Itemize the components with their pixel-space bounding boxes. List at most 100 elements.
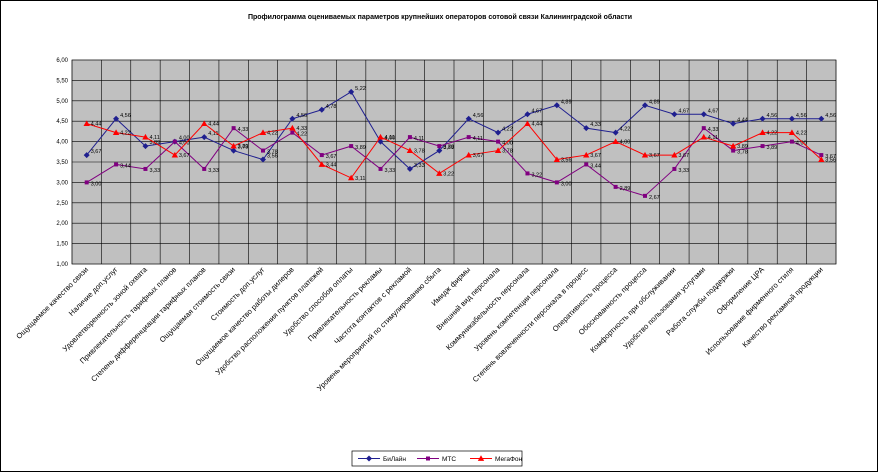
data-label: 4,00 — [620, 140, 631, 146]
data-point — [114, 162, 119, 167]
data-label: 3,67 — [91, 149, 102, 155]
y-tick-label: 3,50 — [56, 160, 68, 166]
data-point — [201, 134, 208, 141]
data-point — [554, 180, 559, 185]
data-label: 4,11 — [414, 136, 424, 142]
y-tick-label: 2,00 — [56, 221, 68, 227]
data-point — [318, 106, 325, 113]
y-tick-label: 4,50 — [56, 119, 68, 125]
data-point — [525, 171, 530, 176]
data-point — [613, 184, 618, 189]
data-point — [700, 133, 707, 140]
data-label: 4,00 — [179, 136, 190, 142]
data-label: 2,89 — [620, 186, 631, 192]
data-point — [201, 120, 208, 127]
data-point — [759, 115, 766, 122]
legend-label: МегаФон — [495, 456, 523, 463]
data-point — [290, 130, 295, 135]
data-point — [553, 102, 560, 109]
y-tick-label: 6,00 — [56, 58, 68, 64]
legend-label: МТС — [442, 456, 456, 463]
data-label: 3,67 — [825, 154, 836, 160]
y-tick-label: 1,00 — [56, 262, 68, 268]
data-label: 3,67 — [590, 153, 601, 159]
series-3: 4,444,224,113,674,443,894,224,333,443,11… — [83, 120, 836, 182]
data-point — [437, 144, 442, 149]
data-label: 4,11 — [473, 136, 483, 142]
series-2: 3,00 3,44 3,33 4,00 3,33 4,33 3,78 4,22 3,67 3,89… — [84, 126, 836, 201]
series-line — [86, 91, 822, 170]
data-point — [289, 115, 296, 122]
data-point — [788, 115, 795, 122]
data-label: 4,33 — [590, 122, 601, 128]
x-tick-label: Удобство расположения пунктов платежей — [214, 265, 326, 377]
data-label: 4,44 — [737, 118, 748, 124]
data-label: 4,56 — [825, 113, 836, 119]
data-point — [789, 139, 794, 144]
data-point — [466, 135, 471, 140]
data-label: 4,22 — [502, 127, 513, 133]
legend-marker — [426, 456, 430, 461]
data-label: 4,67 — [678, 108, 689, 114]
data-label: 3,00 — [91, 181, 102, 187]
data-label: 4,33 — [238, 127, 249, 133]
data-label: 4,11 — [385, 135, 395, 141]
data-point — [377, 138, 384, 145]
legend-label: БиЛайн — [383, 455, 406, 463]
y-tick-label: 5,50 — [56, 78, 68, 84]
data-label: 4,67 — [708, 108, 719, 114]
data-label: 4,56 — [796, 113, 807, 119]
data-point — [729, 142, 737, 149]
data-point — [583, 125, 590, 132]
data-label: 4,00 — [179, 141, 190, 147]
data-label: 4,33 — [296, 126, 307, 132]
data-label: 4,89 — [561, 99, 572, 105]
data-point — [553, 156, 561, 162]
data-point — [83, 152, 90, 159]
legend-marker — [366, 455, 372, 462]
data-label: 4,78 — [326, 104, 337, 110]
data-label: 4,00 — [796, 141, 807, 147]
data-label: 3,67 — [678, 153, 689, 159]
data-label: 3,89 — [355, 145, 366, 151]
data-point — [171, 151, 179, 158]
data-point — [495, 129, 502, 136]
data-label: 3,33 — [208, 168, 219, 174]
data-point — [672, 166, 677, 171]
data-point — [113, 115, 120, 122]
data-point — [230, 142, 237, 149]
data-label: 3,33 — [149, 168, 160, 174]
data-point — [583, 151, 590, 158]
data-label: 3,67 — [179, 153, 190, 159]
data-point — [347, 174, 355, 181]
data-point — [84, 180, 89, 185]
data-label: 3,11 — [355, 176, 365, 182]
data-label: 3,78 — [502, 149, 513, 155]
data-point — [143, 166, 148, 171]
data-label: 4,56 — [767, 113, 778, 119]
data-label: 3,78 — [267, 150, 278, 156]
data-label: 4,11 — [708, 135, 718, 141]
data-point — [701, 126, 706, 131]
plot-area: 1,00 1,50 2,00 2,50 3,00 3,50 4,00 4,50 5,00 5,50… — [56, 58, 837, 268]
data-point — [760, 144, 765, 149]
legend-marker — [477, 455, 485, 461]
data-label: 4,11 — [149, 135, 159, 141]
data-label: 3,56 — [267, 154, 278, 160]
data-label: 4,89 — [649, 99, 660, 105]
series-line — [86, 122, 822, 179]
data-point — [524, 111, 531, 118]
data-label: 3,89 — [238, 144, 249, 150]
data-point — [319, 153, 324, 158]
data-label: 3,67 — [473, 153, 484, 159]
data-point — [494, 147, 502, 153]
data-label: 4,56 — [296, 113, 307, 119]
data-point — [641, 151, 649, 158]
data-point — [318, 161, 325, 167]
data-point — [406, 165, 413, 172]
data-label: 3,33 — [414, 163, 425, 169]
data-point — [584, 162, 589, 167]
data-label: 4,33 — [708, 127, 719, 133]
data-point — [643, 193, 647, 198]
